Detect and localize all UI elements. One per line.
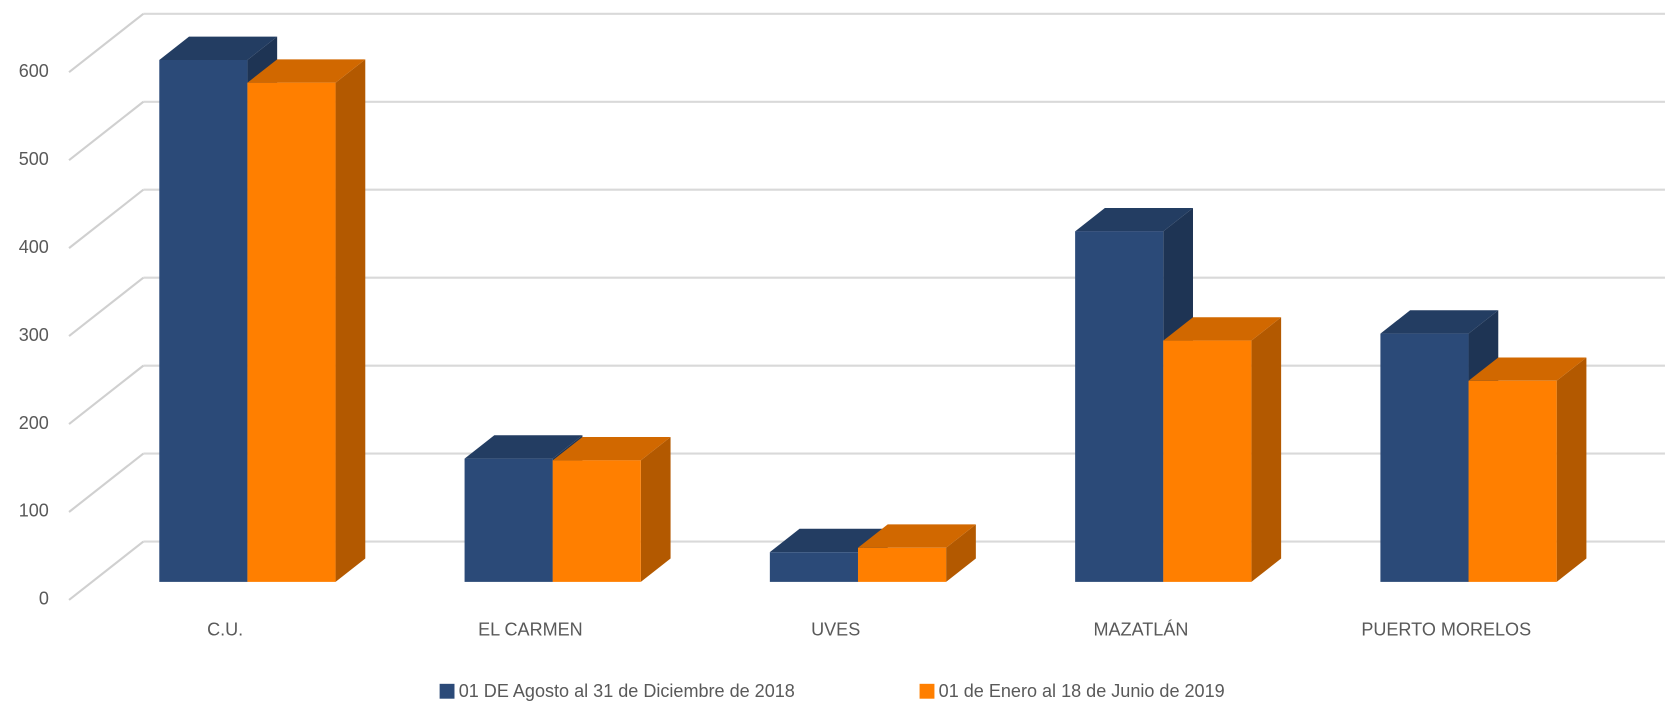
bar xyxy=(769,552,858,582)
x-tick-label: EL CARMEN xyxy=(478,619,583,639)
bar-top xyxy=(464,435,583,459)
bar xyxy=(247,82,336,582)
bar-top xyxy=(1468,357,1587,381)
bar-side xyxy=(946,524,976,582)
bar-top xyxy=(769,528,888,553)
bar xyxy=(1380,333,1469,582)
y-tick-label: 200 xyxy=(19,413,49,433)
bar xyxy=(1075,231,1164,582)
bar-top xyxy=(159,36,278,60)
y-tick-label: 600 xyxy=(19,61,49,81)
bar xyxy=(1468,380,1557,582)
bar xyxy=(552,460,641,582)
grid-depth-line xyxy=(68,100,145,161)
bar xyxy=(857,547,947,582)
legend-label: 01 de Enero al 18 de Junio de 2019 xyxy=(939,681,1225,701)
x-tick-label: PUERTO MORELOS xyxy=(1361,619,1531,639)
bar-side xyxy=(335,59,366,582)
x-tick-label: UVES xyxy=(811,619,860,639)
bar xyxy=(159,59,248,582)
y-tick-label: 400 xyxy=(19,237,49,257)
legend-swatch xyxy=(439,683,455,699)
bar xyxy=(464,458,553,582)
bar-side xyxy=(1251,317,1282,582)
bar-top xyxy=(247,59,366,83)
grid-depth-line xyxy=(68,452,145,513)
y-tick-label: 0 xyxy=(39,589,49,609)
grid-depth-line xyxy=(68,188,145,249)
bar-side xyxy=(1556,357,1587,582)
y-tick-label: 300 xyxy=(19,325,49,345)
y-tick-label: 500 xyxy=(19,149,49,169)
bar-top xyxy=(857,524,976,548)
legend-swatch xyxy=(919,683,935,699)
y-tick-label: 100 xyxy=(19,501,49,521)
bar-top xyxy=(552,437,671,461)
bar-top xyxy=(1163,317,1282,341)
x-tick-label: C.U. xyxy=(207,619,243,639)
bar-top xyxy=(1380,310,1499,334)
bar xyxy=(1163,340,1252,582)
x-tick-label: MAZATLÁN xyxy=(1093,619,1188,639)
bar-side xyxy=(640,437,671,582)
grid-depth-line xyxy=(68,276,145,337)
legend-label: 01 DE Agosto al 31 de Diciembre de 2018 xyxy=(459,681,795,701)
grid-depth-line xyxy=(68,540,145,601)
grid-depth-line xyxy=(68,12,145,74)
grid-depth-line xyxy=(68,364,145,425)
bar-top xyxy=(1075,207,1193,232)
